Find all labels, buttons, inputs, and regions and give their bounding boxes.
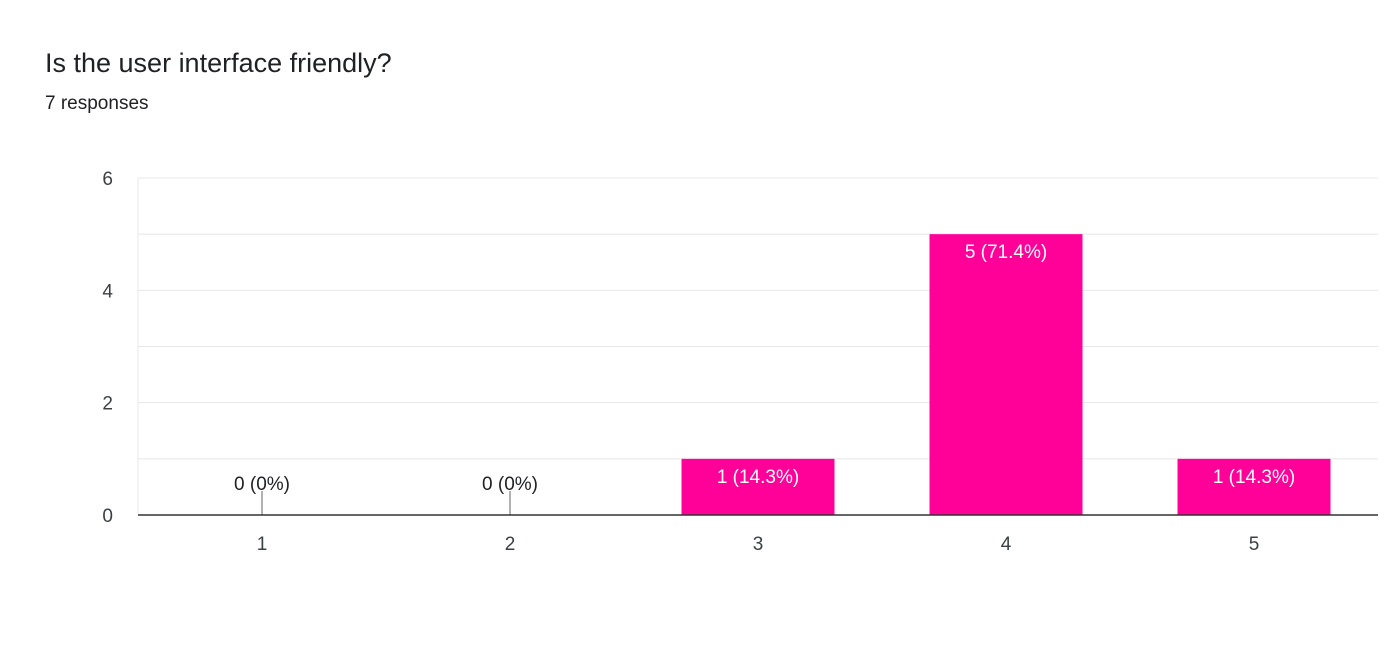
data-label: 1 (14.3%) bbox=[1213, 467, 1295, 488]
y-tick-label: 2 bbox=[102, 394, 113, 415]
question-title: Is the user interface friendly? bbox=[45, 48, 392, 78]
data-label: 5 (71.4%) bbox=[965, 242, 1047, 263]
data-label: 0 (0%) bbox=[482, 474, 538, 495]
x-tick-label: 3 bbox=[753, 534, 764, 555]
y-tick-label: 4 bbox=[102, 281, 113, 302]
x-tick-label: 5 bbox=[1249, 534, 1260, 555]
bars bbox=[261, 234, 1331, 515]
bar bbox=[929, 234, 1083, 515]
x-tick-label: 1 bbox=[257, 534, 268, 555]
x-tick-label: 2 bbox=[505, 534, 516, 555]
response-count: 7 responses bbox=[45, 93, 149, 114]
bar bbox=[1177, 458, 1331, 515]
data-label: 0 (0%) bbox=[234, 474, 290, 495]
data-labels: 0 (0%) 0 (0%) 1 (14.3%) 5 (71.4%) 1 (14.3%) bbox=[234, 242, 1295, 495]
y-axis-ticks: 0 2 4 6 bbox=[102, 169, 113, 527]
data-label: 1 (14.3%) bbox=[717, 467, 799, 488]
x-tick-label: 4 bbox=[1001, 534, 1012, 555]
bar bbox=[681, 458, 835, 515]
y-tick-label: 0 bbox=[102, 506, 113, 527]
y-tick-label: 6 bbox=[102, 169, 113, 190]
x-axis-ticks: 1 2 3 4 5 bbox=[257, 534, 1260, 555]
